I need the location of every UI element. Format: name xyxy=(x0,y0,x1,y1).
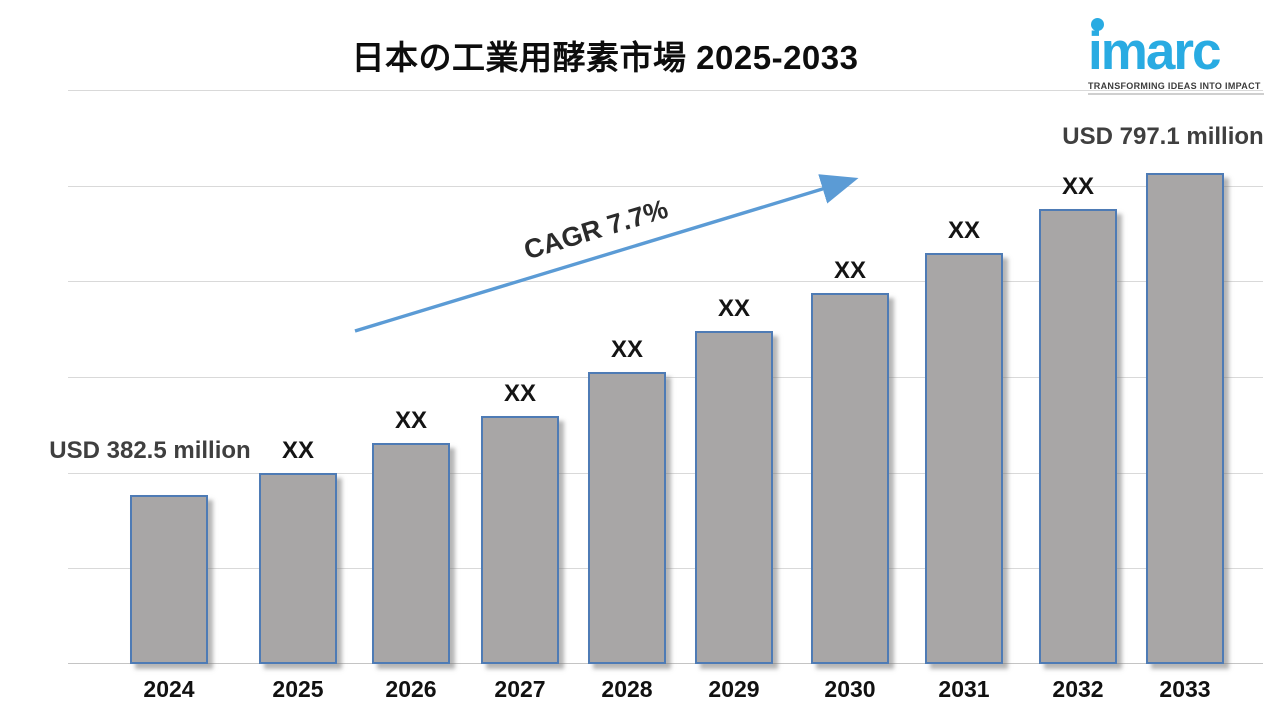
bar-2029 xyxy=(695,331,773,664)
plot-area: CAGR 7.7% USD 382.5 million 2024 XX 2025 XX 2… xyxy=(49,90,1264,702)
year-label: 2025 xyxy=(272,676,324,702)
year-label: 2031 xyxy=(938,676,990,702)
gridline xyxy=(68,90,1263,91)
bar-2026 xyxy=(372,443,450,664)
bar-2024 xyxy=(130,495,208,664)
bar-value-label: USD 382.5 million xyxy=(49,437,251,464)
gridline xyxy=(68,186,1263,187)
bar-value-label: XX xyxy=(833,257,867,284)
year-label: 2032 xyxy=(1052,676,1104,702)
bar-2028 xyxy=(588,372,666,664)
bar-2031 xyxy=(925,253,1003,664)
year-label: 2024 xyxy=(143,676,195,702)
bar-value-label: XX xyxy=(1061,173,1095,200)
bar-2033 xyxy=(1146,173,1224,664)
bar-value-label: XX xyxy=(610,336,644,363)
bar-value-label: USD 797.1 million xyxy=(1062,123,1264,150)
logo-dot-icon xyxy=(1091,18,1104,31)
year-label: 2026 xyxy=(385,676,437,702)
logo-tagline: TRANSFORMING IDEAS INTO IMPACT xyxy=(1088,81,1264,95)
year-label: 2033 xyxy=(1159,676,1211,702)
bar-value-label: XX xyxy=(503,380,537,407)
year-label: 2030 xyxy=(824,676,876,702)
imarc-logo: imarc TRANSFORMING IDEAS INTO IMPACT xyxy=(1088,10,1264,95)
bar-value-label: XX xyxy=(281,437,315,464)
cagr-trend-arrow-icon xyxy=(354,174,859,333)
gridline xyxy=(68,281,1263,282)
bar-2025 xyxy=(259,473,337,664)
year-label: 2027 xyxy=(494,676,546,702)
bar-2032 xyxy=(1039,209,1117,664)
bar-value-label: XX xyxy=(947,217,981,244)
bar-value-label: XX xyxy=(394,407,428,434)
year-label: 2028 xyxy=(601,676,653,702)
bar-2027 xyxy=(481,416,559,664)
year-label: 2029 xyxy=(708,676,760,702)
bar-2030 xyxy=(811,293,889,664)
trend-line xyxy=(354,174,859,333)
chart-title: 日本の工業用酵素市場 2025-2033 xyxy=(351,39,859,76)
logo-brand-text: imarc xyxy=(1088,22,1221,81)
bar-value-label: XX xyxy=(717,295,751,322)
